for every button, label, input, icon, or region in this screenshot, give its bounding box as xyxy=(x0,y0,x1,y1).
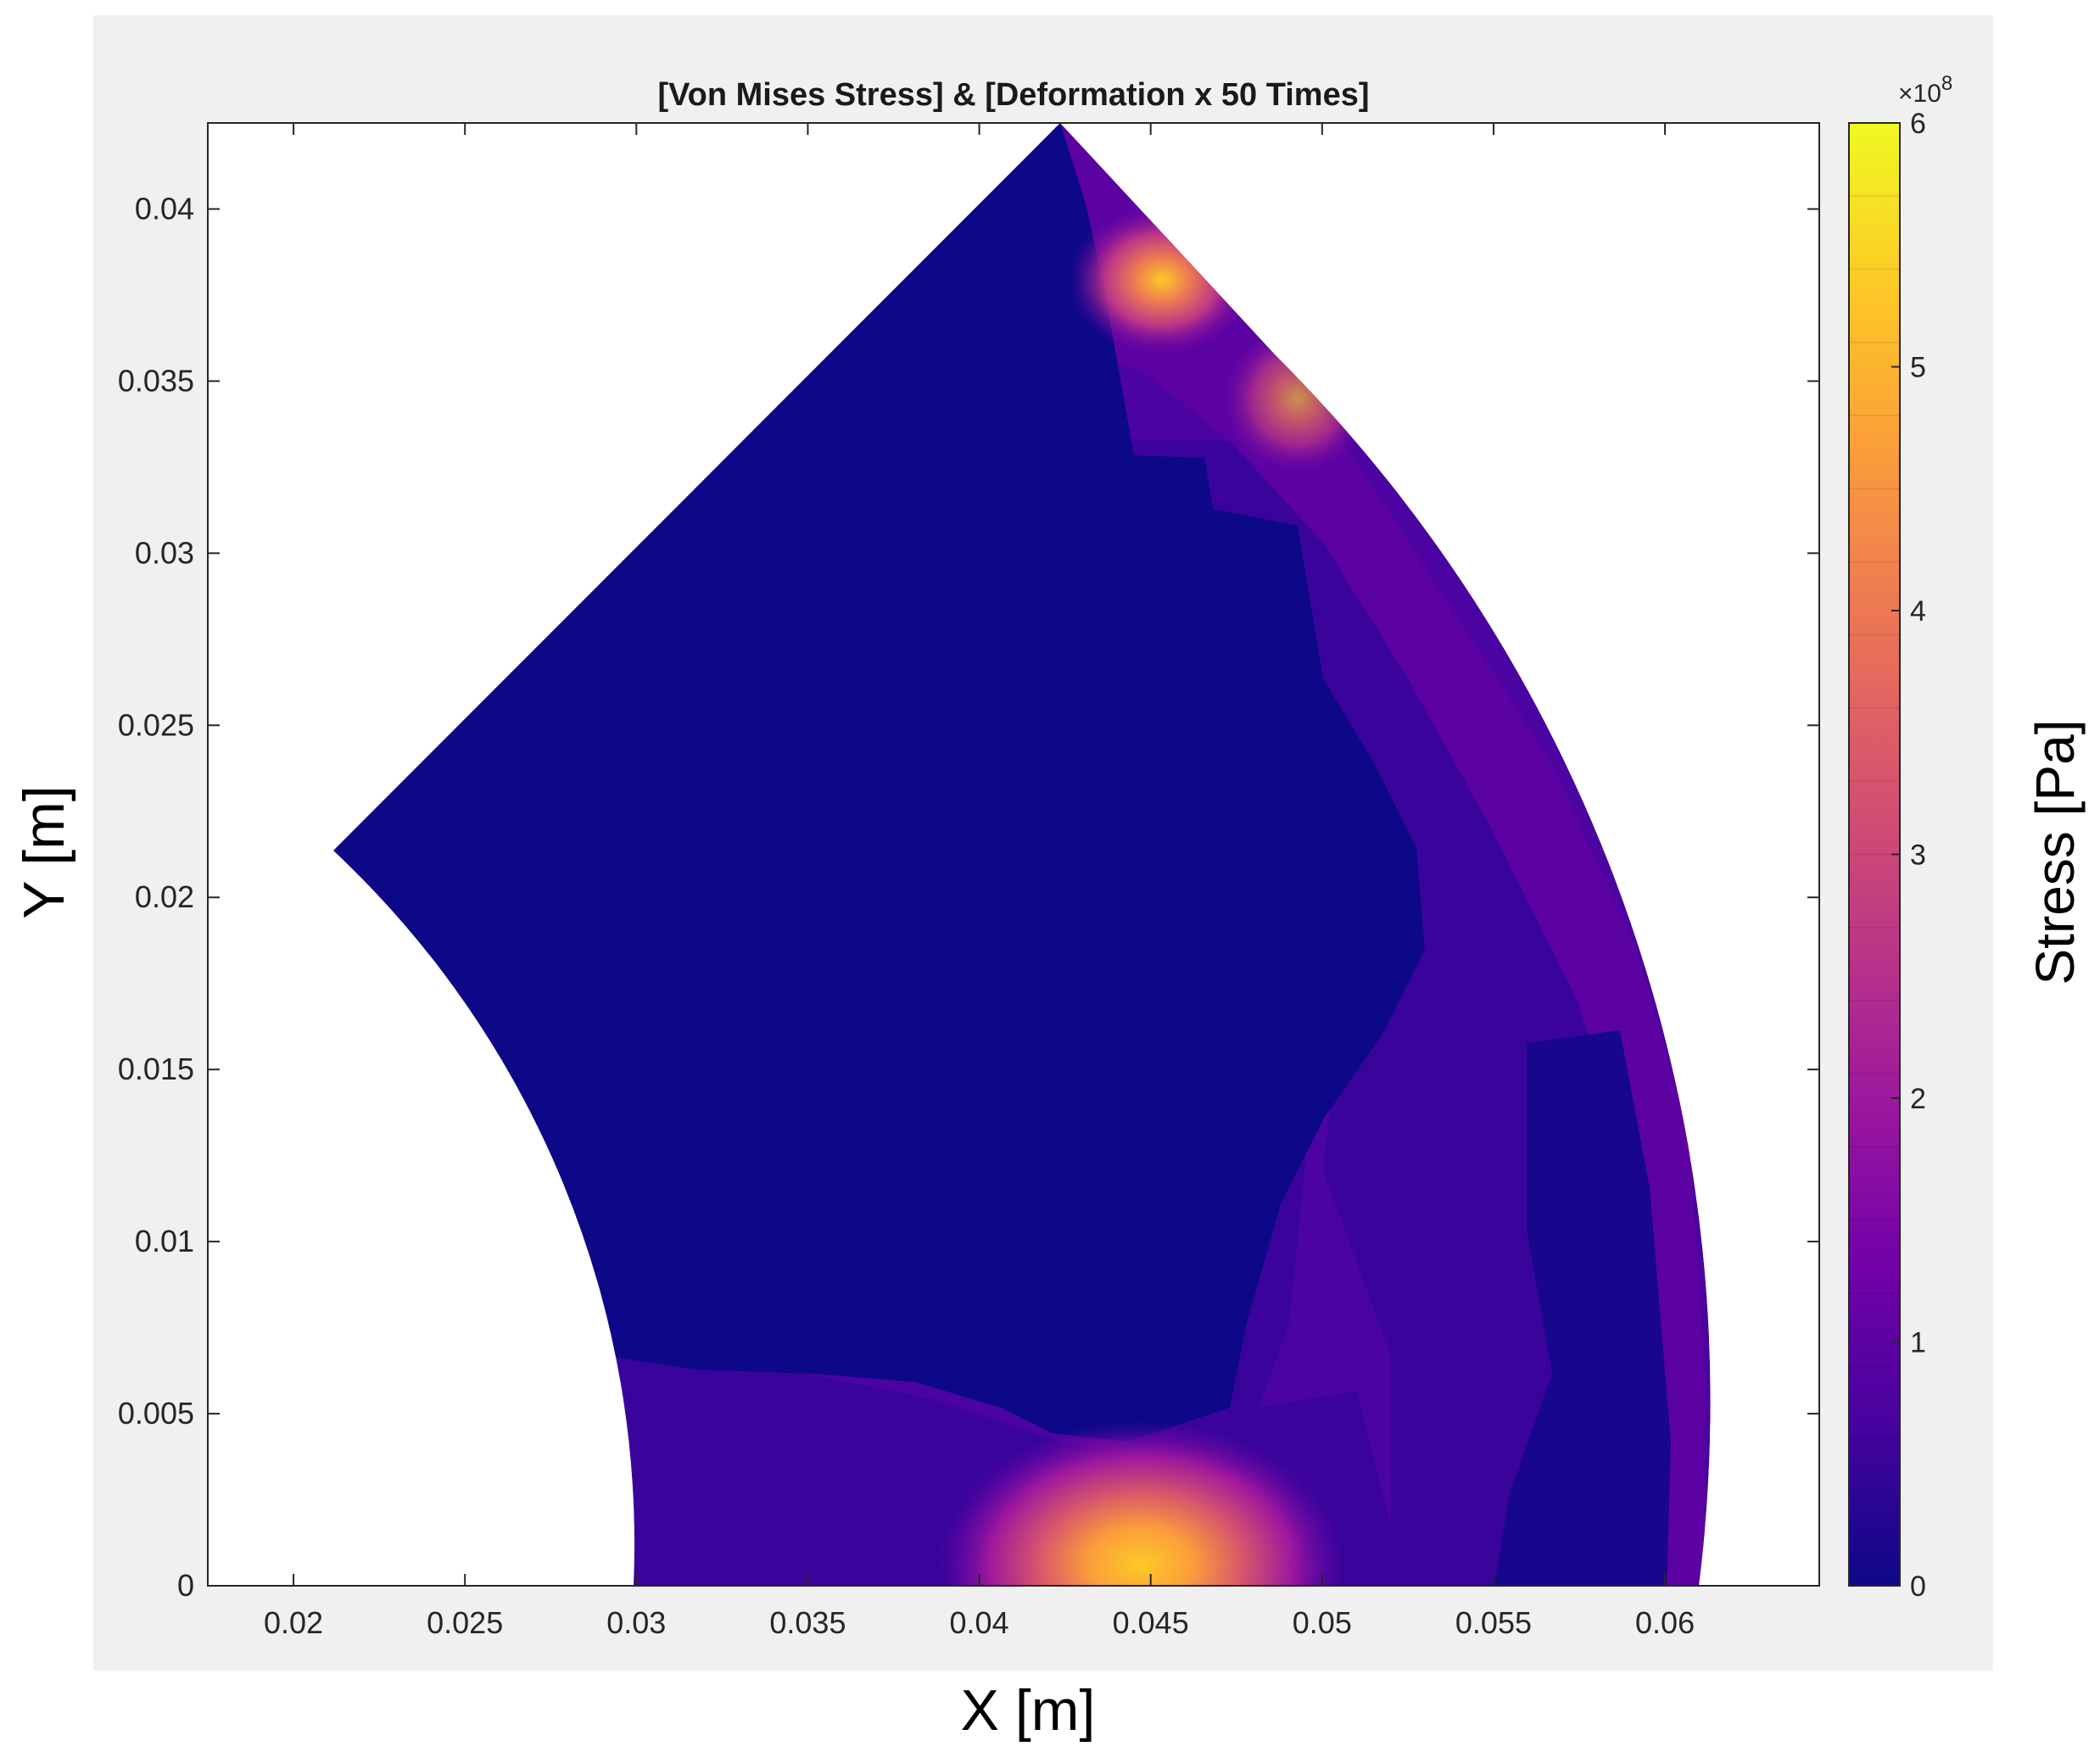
chart-title: [Von Mises Stress] & [Deformation x 50 T… xyxy=(657,77,1369,113)
y-tick-label: 0.015 xyxy=(118,1052,194,1086)
colorbar-tick-label: 3 xyxy=(1910,840,1926,872)
stress-field xyxy=(333,123,1711,1586)
colorbar-exponent-base: ×10 xyxy=(1898,80,1941,108)
y-tick-label: 0.03 xyxy=(135,535,194,570)
y-tick-label: 0.025 xyxy=(118,707,194,742)
colorbar-ticks: 0 1 2 3 4 5 6 xyxy=(1891,108,1926,1603)
x-tick-label: 0.03 xyxy=(606,1605,666,1640)
x-tick-label: 0.02 xyxy=(264,1605,323,1640)
y-tick-label: 0.04 xyxy=(135,191,194,226)
colorbar-tick-label: 4 xyxy=(1910,595,1926,628)
colorbar-levels xyxy=(1849,195,1900,1514)
x-tick-label: 0.06 xyxy=(1635,1605,1695,1640)
x-tick-label: 0.045 xyxy=(1113,1605,1189,1640)
axes-box xyxy=(207,122,1820,1587)
x-tick-label: 0.035 xyxy=(769,1605,846,1640)
y-tick-label: 0.035 xyxy=(118,363,194,398)
y-tick-label: 0.02 xyxy=(135,879,194,914)
colorbar-exponent: ×108 xyxy=(1898,72,1952,108)
colorbar-tick-label: 5 xyxy=(1910,352,1926,384)
y-axis-label: Y [m] xyxy=(12,785,76,918)
colorbar-label: Stress [Pa] xyxy=(2025,720,2086,985)
colorbar-tick-label: 6 xyxy=(1910,108,1926,140)
colorbar-tick-label: 0 xyxy=(1910,1571,1926,1603)
lower-slot-hotspot xyxy=(937,1420,1344,1586)
colorbar-tick-label: 2 xyxy=(1910,1083,1926,1115)
right-low-stress-core xyxy=(1493,1030,1671,1586)
y-axis-ticks: 0 0.005 0.01 0.015 0.02 0.025 0.03 0.035 0.04 xyxy=(118,191,1819,1603)
x-tick-label: 0.04 xyxy=(950,1605,1009,1640)
colorbar-exponent-power: 8 xyxy=(1941,72,1952,95)
x-tick-label: 0.025 xyxy=(427,1605,503,1640)
x-tick-label: 0.055 xyxy=(1455,1605,1532,1640)
low-stress-core xyxy=(333,123,1425,1442)
x-tick-label: 0.05 xyxy=(1293,1605,1352,1640)
y-tick-label: 0.01 xyxy=(135,1224,194,1258)
y-tick-label: 0 xyxy=(177,1568,194,1603)
colorbar-tick-label: 1 xyxy=(1910,1327,1926,1359)
x-axis-label: X [m] xyxy=(961,1678,1096,1743)
y-tick-label: 0.005 xyxy=(118,1396,194,1431)
x-axis-ticks: 0.02 0.025 0.03 0.035 0.04 0.045 0.05 0.055 0.06 xyxy=(264,123,1695,1640)
